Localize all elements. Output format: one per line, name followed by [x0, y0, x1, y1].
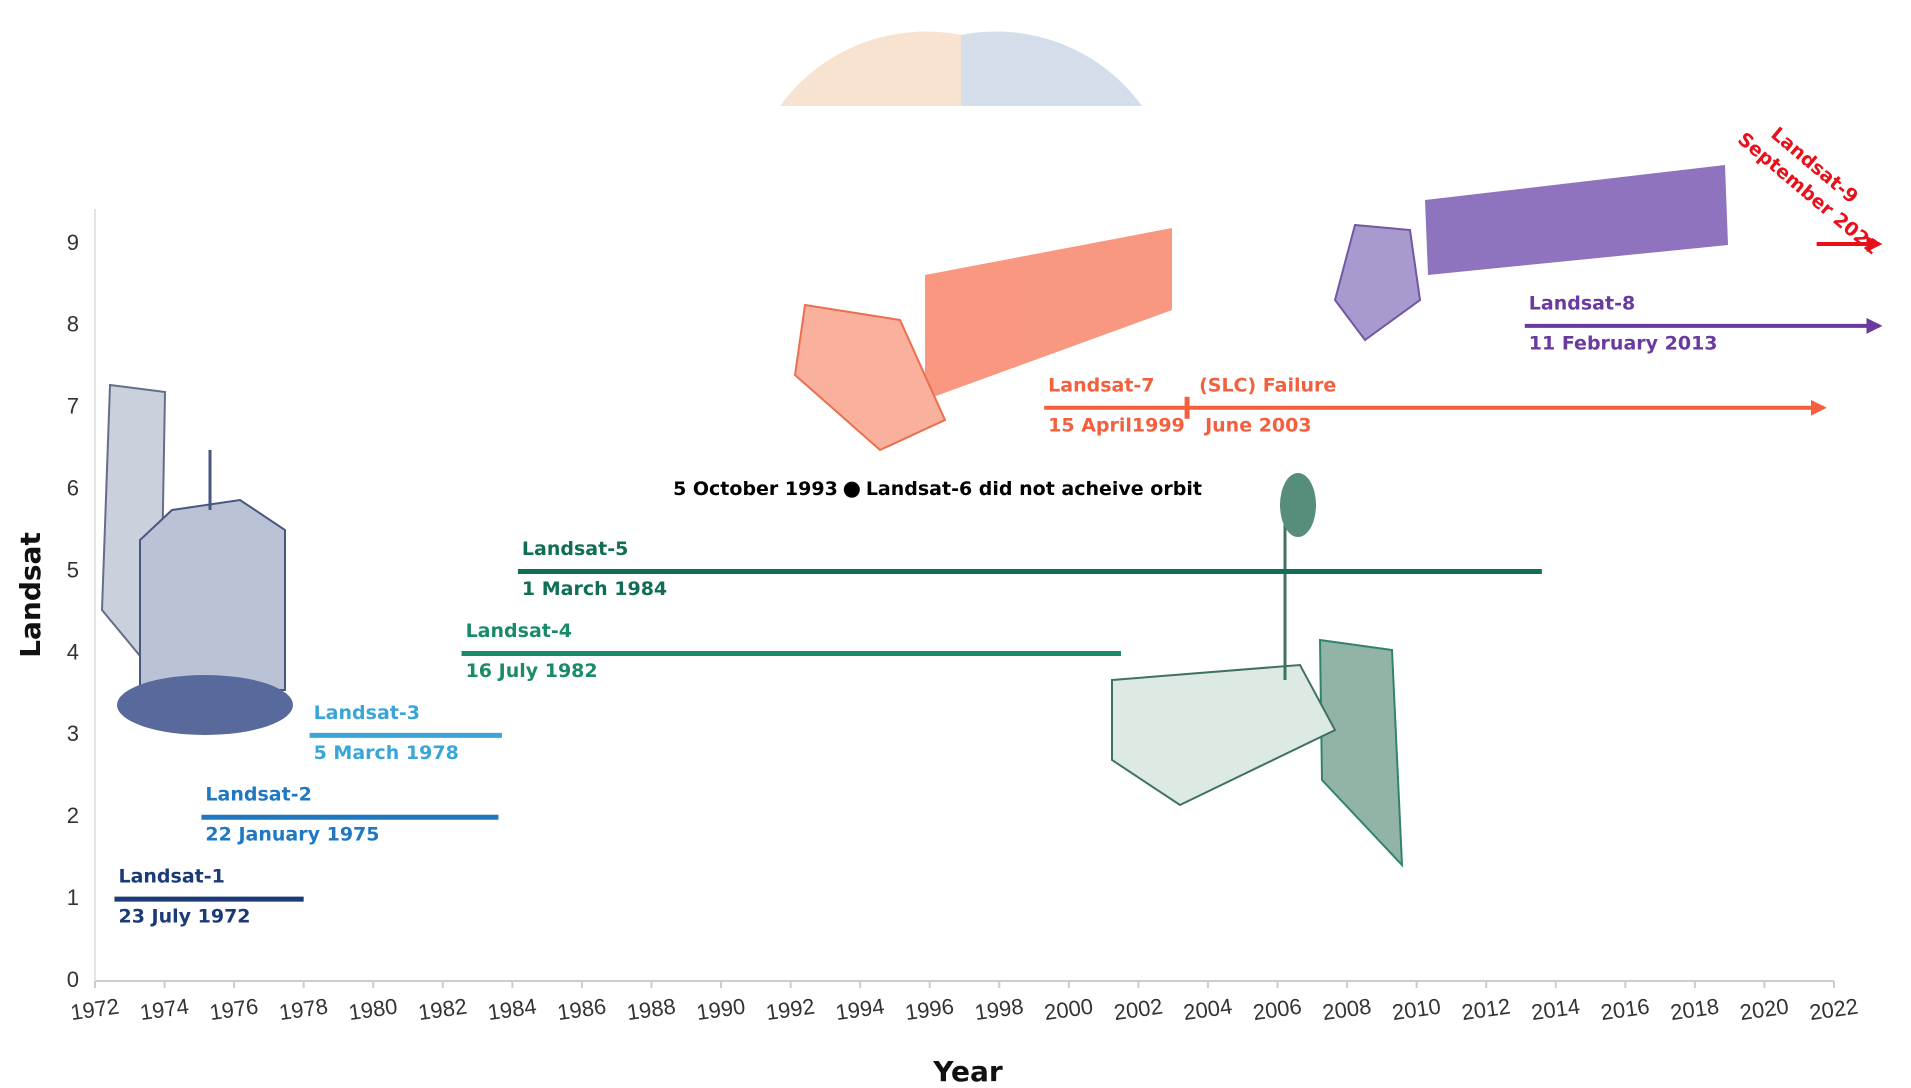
- x-tick-label: 2016: [1599, 994, 1651, 1026]
- x-tick-label: 2018: [1669, 994, 1721, 1026]
- y-tick-label: 2: [67, 803, 79, 828]
- x-tick-label: 1980: [347, 994, 399, 1026]
- y-tick-label: 7: [67, 394, 79, 419]
- x-tick-label: 1988: [625, 994, 677, 1026]
- x-tick-label: 1982: [417, 994, 469, 1026]
- date-label: 16 July 1982: [466, 660, 598, 682]
- mission-label: Landsat-2: [205, 784, 311, 806]
- event-label: (SLC) Failure: [1199, 374, 1336, 396]
- x-tick-label: 2002: [1112, 994, 1164, 1026]
- mission-label: Landsat-4: [466, 620, 572, 642]
- date-label: 5 October 1993: [673, 478, 838, 500]
- x-axis-title: Year: [932, 1055, 1003, 1088]
- x-tick-label: 1994: [834, 994, 886, 1026]
- y-tick-label: 8: [67, 312, 79, 337]
- date-label: 1 March 1984: [522, 578, 667, 600]
- x-tick-label: 1978: [277, 994, 329, 1026]
- x-tick-label: 1996: [904, 994, 956, 1026]
- x-tick-label: 2008: [1321, 994, 1373, 1026]
- date-label: 23 July 1972: [118, 906, 250, 928]
- y-tick-label: 5: [67, 557, 79, 582]
- x-tick-label: 1976: [208, 994, 260, 1026]
- x-tick-label: 2004: [1182, 994, 1234, 1026]
- x-tick-label: 2000: [1043, 994, 1095, 1026]
- mission-label: Landsat-1: [118, 866, 224, 888]
- x-tick-label: 2022: [1808, 994, 1860, 1026]
- y-tick-label: 9: [67, 230, 79, 255]
- y-axis-title: Landsat: [14, 532, 47, 658]
- date-label: 11 February 2013: [1529, 332, 1718, 354]
- x-tick-label: 1998: [973, 994, 1025, 1026]
- y-tick-label: 4: [67, 639, 79, 664]
- x-tick-label: 2006: [1251, 994, 1303, 1026]
- date-label: 15 April1999: [1048, 414, 1185, 436]
- satellite-illustrations: [100, 165, 1728, 868]
- mission-label: Landsat-7: [1048, 374, 1154, 396]
- mission-label: Landsat-8: [1529, 292, 1635, 314]
- x-tick-label: 1992: [764, 994, 816, 1026]
- x-tick-label: 1986: [556, 994, 608, 1026]
- mission-label: Landsat-3: [314, 702, 420, 724]
- x-tick-label: 2012: [1460, 994, 1512, 1026]
- y-tick-label: 3: [67, 721, 79, 746]
- y-tick-label: 0: [67, 967, 79, 992]
- event-date-label: June 2003: [1203, 414, 1312, 436]
- date-label: 5 March 1978: [314, 742, 459, 764]
- date-label: 22 January 1975: [205, 824, 379, 846]
- x-tick-label: 1990: [695, 994, 747, 1026]
- y-tick-label: 1: [67, 885, 79, 910]
- y-tick-label: 6: [67, 475, 79, 500]
- x-tick-label: 1984: [486, 994, 538, 1026]
- x-tick-label: 2020: [1738, 994, 1790, 1026]
- x-tick-label: 1974: [138, 994, 190, 1026]
- failed-launch-point: [843, 481, 860, 498]
- mission-label: Landsat-6 did not acheive orbit: [866, 478, 1202, 500]
- decoration: [780, 31, 1142, 106]
- x-tick-label: 2010: [1390, 994, 1442, 1026]
- x-tick-label: 1972: [69, 994, 121, 1026]
- mission-label: Landsat-5: [522, 538, 628, 560]
- x-tick-label: 2014: [1530, 994, 1582, 1026]
